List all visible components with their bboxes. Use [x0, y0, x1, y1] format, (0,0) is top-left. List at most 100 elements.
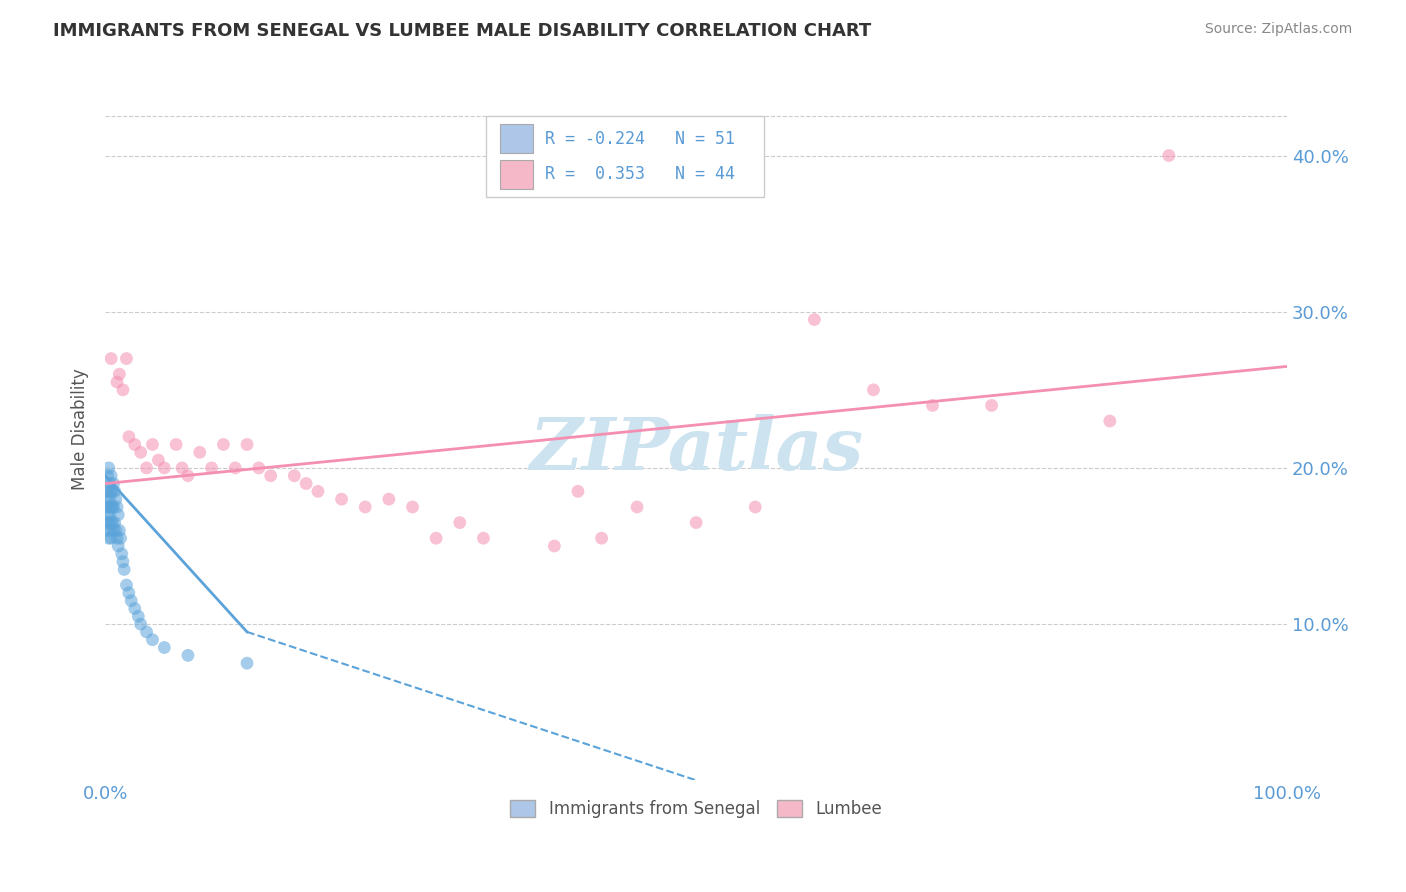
Point — [105, 500, 128, 514]
Point — [103, 476, 125, 491]
Point — [744, 500, 766, 514]
Point — [101, 516, 124, 530]
Point — [330, 492, 353, 507]
Point — [104, 492, 127, 507]
Point — [98, 492, 121, 507]
Point — [105, 375, 128, 389]
Point — [153, 640, 176, 655]
Point — [97, 484, 120, 499]
Legend: Immigrants from Senegal, Lumbee: Immigrants from Senegal, Lumbee — [503, 793, 889, 825]
FancyBboxPatch shape — [501, 124, 533, 153]
Point — [425, 531, 447, 545]
FancyBboxPatch shape — [486, 116, 763, 197]
Y-axis label: Male Disability: Male Disability — [72, 368, 89, 490]
Point — [135, 624, 157, 639]
Point — [112, 562, 135, 576]
Point — [1157, 148, 1180, 162]
Point — [111, 555, 134, 569]
Point — [803, 312, 825, 326]
Text: ZIPatlas: ZIPatlas — [529, 415, 863, 485]
Point — [115, 351, 138, 366]
Point — [165, 437, 187, 451]
Point — [118, 430, 141, 444]
Point — [260, 468, 283, 483]
Point — [354, 500, 377, 514]
FancyBboxPatch shape — [501, 160, 533, 189]
Point — [105, 531, 128, 545]
Point — [108, 524, 131, 538]
Point — [97, 461, 120, 475]
Point — [543, 539, 565, 553]
Point — [97, 524, 120, 538]
Point — [685, 516, 707, 530]
Point — [111, 383, 134, 397]
Point — [177, 468, 200, 483]
Point — [129, 617, 152, 632]
Point — [307, 484, 329, 499]
Point — [111, 547, 134, 561]
Point — [135, 461, 157, 475]
Point — [124, 437, 146, 451]
Point — [862, 383, 884, 397]
Point — [107, 508, 129, 522]
Point — [295, 476, 318, 491]
Point — [283, 468, 305, 483]
Point — [97, 516, 120, 530]
Point — [200, 461, 222, 475]
Point — [120, 593, 142, 607]
Point — [980, 399, 1002, 413]
Text: R = -0.224   N = 51: R = -0.224 N = 51 — [546, 129, 735, 148]
Point — [236, 437, 259, 451]
Point — [141, 632, 163, 647]
Point — [100, 484, 122, 499]
Text: Source: ZipAtlas.com: Source: ZipAtlas.com — [1205, 22, 1353, 37]
Point — [921, 399, 943, 413]
Point — [472, 531, 495, 545]
Point — [98, 508, 121, 522]
Point — [100, 351, 122, 366]
Point — [148, 453, 170, 467]
Point — [104, 524, 127, 538]
Point — [115, 578, 138, 592]
Point — [108, 368, 131, 382]
Point — [141, 437, 163, 451]
Point — [591, 531, 613, 545]
Point — [98, 476, 121, 491]
Point — [124, 601, 146, 615]
Point — [118, 586, 141, 600]
Point — [96, 516, 118, 530]
Point — [212, 437, 235, 451]
Point — [127, 609, 149, 624]
Point — [567, 484, 589, 499]
Point — [98, 524, 121, 538]
Point — [100, 500, 122, 514]
Point — [626, 500, 648, 514]
Point — [100, 468, 122, 483]
Point — [247, 461, 270, 475]
Point — [96, 500, 118, 514]
Point — [100, 516, 122, 530]
Point — [103, 500, 125, 514]
Point — [104, 516, 127, 530]
Point — [224, 461, 246, 475]
Point — [97, 468, 120, 483]
Point — [401, 500, 423, 514]
Text: IMMIGRANTS FROM SENEGAL VS LUMBEE MALE DISABILITY CORRELATION CHART: IMMIGRANTS FROM SENEGAL VS LUMBEE MALE D… — [53, 22, 872, 40]
Point — [100, 531, 122, 545]
Point — [378, 492, 401, 507]
Point — [101, 500, 124, 514]
Point — [449, 516, 471, 530]
Point — [97, 531, 120, 545]
Point — [188, 445, 211, 459]
Point — [1098, 414, 1121, 428]
Point — [101, 484, 124, 499]
Point — [170, 461, 193, 475]
Point — [97, 492, 120, 507]
Point — [153, 461, 176, 475]
Point — [129, 445, 152, 459]
Point — [97, 500, 120, 514]
Point — [177, 648, 200, 663]
Point — [107, 539, 129, 553]
Point — [104, 484, 127, 499]
Point — [97, 508, 120, 522]
